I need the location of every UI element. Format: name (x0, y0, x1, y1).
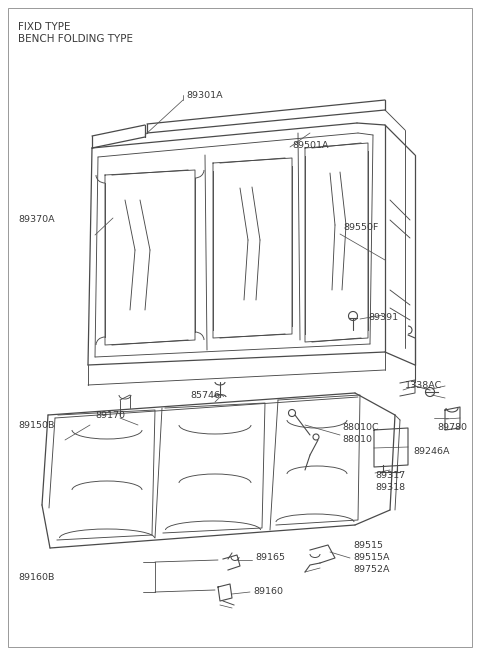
Text: 1338AC: 1338AC (405, 381, 442, 390)
Text: 89170: 89170 (95, 411, 125, 419)
Text: 89165: 89165 (255, 553, 285, 561)
Text: 88010C: 88010C (342, 424, 379, 432)
Text: 89550F: 89550F (343, 223, 378, 233)
Text: 89301A: 89301A (186, 90, 223, 100)
Text: 89391: 89391 (368, 312, 398, 322)
Text: 89501A: 89501A (292, 141, 328, 149)
Text: 89317: 89317 (375, 470, 405, 479)
Text: 88010: 88010 (342, 436, 372, 445)
Text: 89160: 89160 (253, 586, 283, 595)
Text: BENCH FOLDING TYPE: BENCH FOLDING TYPE (18, 34, 133, 44)
Text: 89160B: 89160B (18, 574, 54, 582)
Text: FIXD TYPE: FIXD TYPE (18, 22, 71, 32)
Text: 89150B: 89150B (18, 421, 54, 430)
Text: 89246A: 89246A (413, 447, 449, 457)
Text: 89515A: 89515A (353, 553, 389, 563)
Text: 89780: 89780 (437, 422, 467, 432)
Text: 89515: 89515 (353, 542, 383, 550)
Text: 89752A: 89752A (353, 565, 389, 574)
Text: 85746: 85746 (190, 390, 220, 400)
Text: 89370A: 89370A (18, 215, 55, 225)
Text: 89318: 89318 (375, 483, 405, 491)
